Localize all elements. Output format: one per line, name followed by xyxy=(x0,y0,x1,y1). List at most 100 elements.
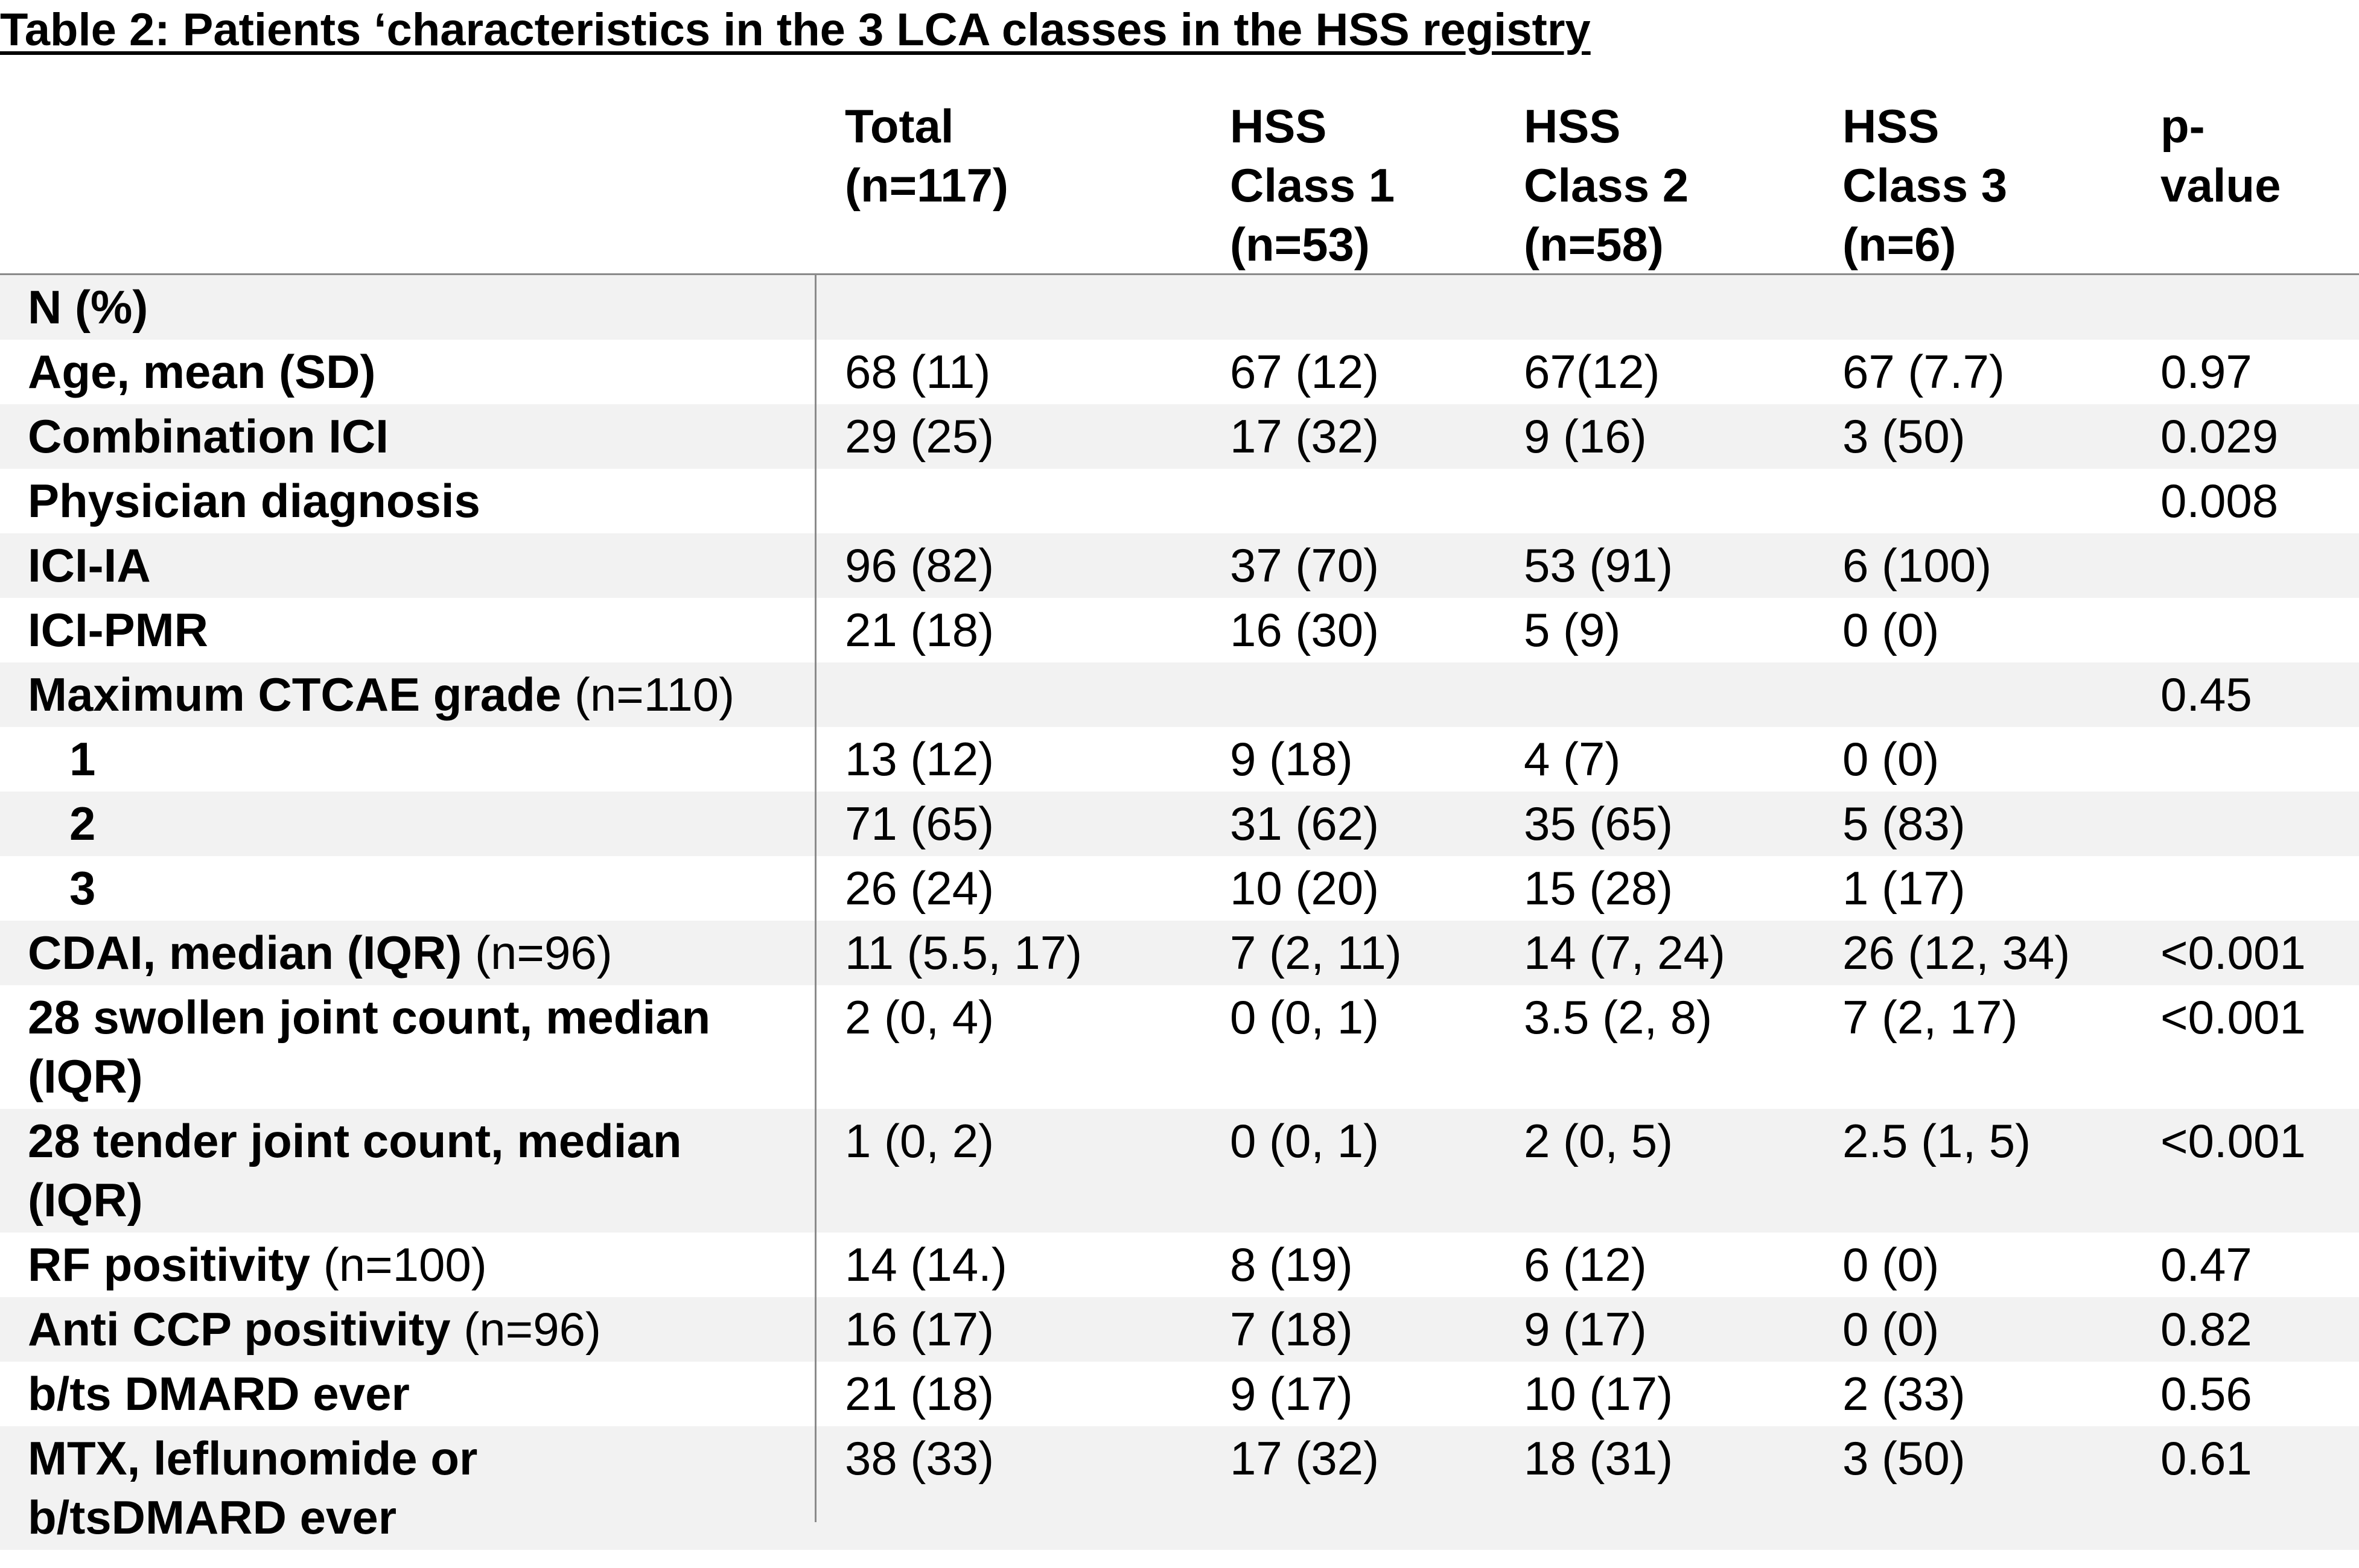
table-row: Combination ICI 29 (25) 17 (32) 9 (16) 3 (50… xyxy=(0,404,2359,469)
row-label-text: Maximum CTCAE grade xyxy=(28,668,562,721)
row-label: 28 swollen joint count, median (IQR) xyxy=(28,988,710,1106)
class1-cell: 0 (0, 1) xyxy=(1230,991,1380,1044)
class2-cell: 14 (7, 24) xyxy=(1524,926,1725,979)
row-label: Age, mean (SD) xyxy=(28,342,375,401)
total-cell: 16 (17) xyxy=(845,1303,995,1356)
total-cell: 2 (0, 4) xyxy=(845,991,995,1044)
class1-cell: 67 (12) xyxy=(1230,345,1380,398)
row-label: RF positivity (n=100) xyxy=(28,1235,487,1294)
class2-cell: 35 (65) xyxy=(1524,797,1673,850)
table-row: ICI-IA 96 (82) 37 (70) 53 (91) 6 (100) xyxy=(0,533,2359,598)
class3-cell: 2 (33) xyxy=(1842,1367,1966,1420)
row-label: ICI-IA xyxy=(28,536,151,595)
class2-cell: 3.5 (2, 8) xyxy=(1524,991,1713,1044)
total-cell: 1 (0, 2) xyxy=(845,1114,995,1167)
pvalue-cell: 0.008 xyxy=(2160,474,2279,527)
table-row: Physician diagnosis 0.008 xyxy=(0,469,2359,533)
pvalue-cell: <0.001 xyxy=(2160,1114,2306,1167)
total-cell: 14 (14.) xyxy=(845,1238,1007,1291)
class3-cell: 0 (0) xyxy=(1842,1303,1940,1356)
row-label-note: (n=100) xyxy=(310,1238,487,1291)
row-label-text: 2 xyxy=(69,797,96,850)
table-row: Age, mean (SD) 68 (11) 67 (12) 67(12) 67 (7.… xyxy=(0,340,2359,404)
total-cell: 11 (5.5, 17) xyxy=(845,926,1083,979)
header-total: Total (n=117) xyxy=(845,100,1008,212)
row-label-text: Anti CCP positivity xyxy=(28,1303,451,1356)
pvalue-cell: 0.47 xyxy=(2160,1238,2252,1291)
row-label-text: (IQR) xyxy=(28,1050,143,1103)
row-label-text: Age, mean (SD) xyxy=(28,345,376,398)
class3-cell: 0 (0) xyxy=(1842,732,1940,786)
table-row: 2 71 (65) 31 (62) 35 (65) 5 (83) xyxy=(0,792,2359,856)
table-row: CDAI, median (IQR) (n=96) 11 (5.5, 17) 7 (… xyxy=(0,921,2359,985)
header-pvalue: p- value xyxy=(2160,100,2281,212)
row-label-note: (n=96) xyxy=(450,1303,601,1356)
table-title: Table 2: Patients ‘characteristics in th… xyxy=(0,4,1591,56)
row-label: Combination ICI xyxy=(28,407,389,466)
class2-cell: 53 (91) xyxy=(1524,539,1673,592)
table-row: MTX, leflunomide or b/tsDMARD ever 38 (33)… xyxy=(0,1426,2359,1550)
header-rule xyxy=(0,273,2359,275)
total-cell: 96 (82) xyxy=(845,539,995,592)
pvalue-cell: 0.029 xyxy=(2160,410,2279,463)
row-label: 1 xyxy=(69,729,95,789)
header-class1: HSS Class 1 (n=53) xyxy=(1230,100,1395,271)
class1-cell: 9 (18) xyxy=(1230,732,1353,786)
table-row: 28 swollen joint count, median (IQR) 2 (0,… xyxy=(0,985,2359,1109)
total-cell: 26 (24) xyxy=(845,862,995,915)
table-row: N (%) xyxy=(0,275,2359,340)
row-label: CDAI, median (IQR) (n=96) xyxy=(28,923,613,982)
table-row: 1 13 (12) 9 (18) 4 (7) 0 (0) xyxy=(0,727,2359,792)
row-label: 3 xyxy=(69,859,95,918)
row-label-text: MTX, leflunomide or xyxy=(28,1432,478,1485)
pvalue-cell: 0.97 xyxy=(2160,345,2252,398)
table-row: ICI-PMR 21 (18) 16 (30) 5 (9) 0 (0) xyxy=(0,598,2359,662)
row-label-text: RF positivity xyxy=(28,1238,311,1291)
class1-cell: 7 (2, 11) xyxy=(1230,926,1402,979)
row-label-text: (IQR) xyxy=(28,1173,143,1227)
row-label: 28 tender joint count, median (IQR) xyxy=(28,1111,681,1230)
header-class2: HSS Class 2 (n=58) xyxy=(1524,100,1689,271)
class1-cell: 7 (18) xyxy=(1230,1303,1353,1356)
pvalue-cell: <0.001 xyxy=(2160,991,2306,1044)
class3-cell: 6 (100) xyxy=(1842,539,1992,592)
class2-cell: 9 (16) xyxy=(1524,410,1647,463)
class3-cell: 0 (0) xyxy=(1842,603,1940,656)
class3-cell: 0 (0) xyxy=(1842,1238,1940,1291)
row-label-note: (n=110) xyxy=(561,668,735,721)
column-divider xyxy=(815,275,817,1522)
table-row: RF positivity (n=100) 14 (14.) 8 (19) 6 (12… xyxy=(0,1233,2359,1297)
class2-cell: 6 (12) xyxy=(1524,1238,1647,1291)
class3-cell: 3 (50) xyxy=(1842,410,1966,463)
row-label: Anti CCP positivity (n=96) xyxy=(28,1300,601,1359)
row-label-note: (n=96) xyxy=(462,926,613,979)
class1-cell: 16 (30) xyxy=(1230,603,1380,656)
class1-cell: 31 (62) xyxy=(1230,797,1380,850)
class2-cell: 5 (9) xyxy=(1524,603,1621,656)
row-label: N (%) xyxy=(28,278,148,337)
row-label-text: 3 xyxy=(69,862,96,915)
header-class3: HSS Class 3 (n=6) xyxy=(1842,100,2008,271)
table-row: b/ts DMARD ever 21 (18) 9 (17) 10 (17) 2 (33… xyxy=(0,1362,2359,1426)
class2-cell: 18 (31) xyxy=(1524,1432,1673,1485)
class1-cell: 10 (20) xyxy=(1230,862,1380,915)
row-label: MTX, leflunomide or b/tsDMARD ever xyxy=(28,1429,477,1547)
class1-cell: 37 (70) xyxy=(1230,539,1380,592)
class2-cell: 10 (17) xyxy=(1524,1367,1673,1420)
pvalue-cell: 0.45 xyxy=(2160,668,2252,721)
class3-cell: 7 (2, 17) xyxy=(1842,991,2018,1044)
row-label-text: b/ts DMARD ever xyxy=(28,1367,410,1420)
class3-cell: 67 (7.7) xyxy=(1842,345,2005,398)
table-header: Total (n=117) HSS Class 1 (n=53) HSS Cla… xyxy=(0,97,2359,275)
row-label-text: CDAI, median (IQR) xyxy=(28,926,462,979)
table-row: Anti CCP positivity (n=96) 16 (17) 7 (18) 9… xyxy=(0,1297,2359,1362)
class1-cell: 17 (32) xyxy=(1230,1432,1380,1485)
row-label-text: Physician diagnosis xyxy=(28,474,480,527)
row-label-text: ICI-IA xyxy=(28,539,151,592)
pvalue-cell: 0.82 xyxy=(2160,1303,2252,1356)
class3-cell: 1 (17) xyxy=(1842,862,1966,915)
pvalue-cell: 0.56 xyxy=(2160,1367,2252,1420)
total-cell: 29 (25) xyxy=(845,410,995,463)
total-cell: 21 (18) xyxy=(845,603,995,656)
row-label: Physician diagnosis xyxy=(28,471,480,530)
